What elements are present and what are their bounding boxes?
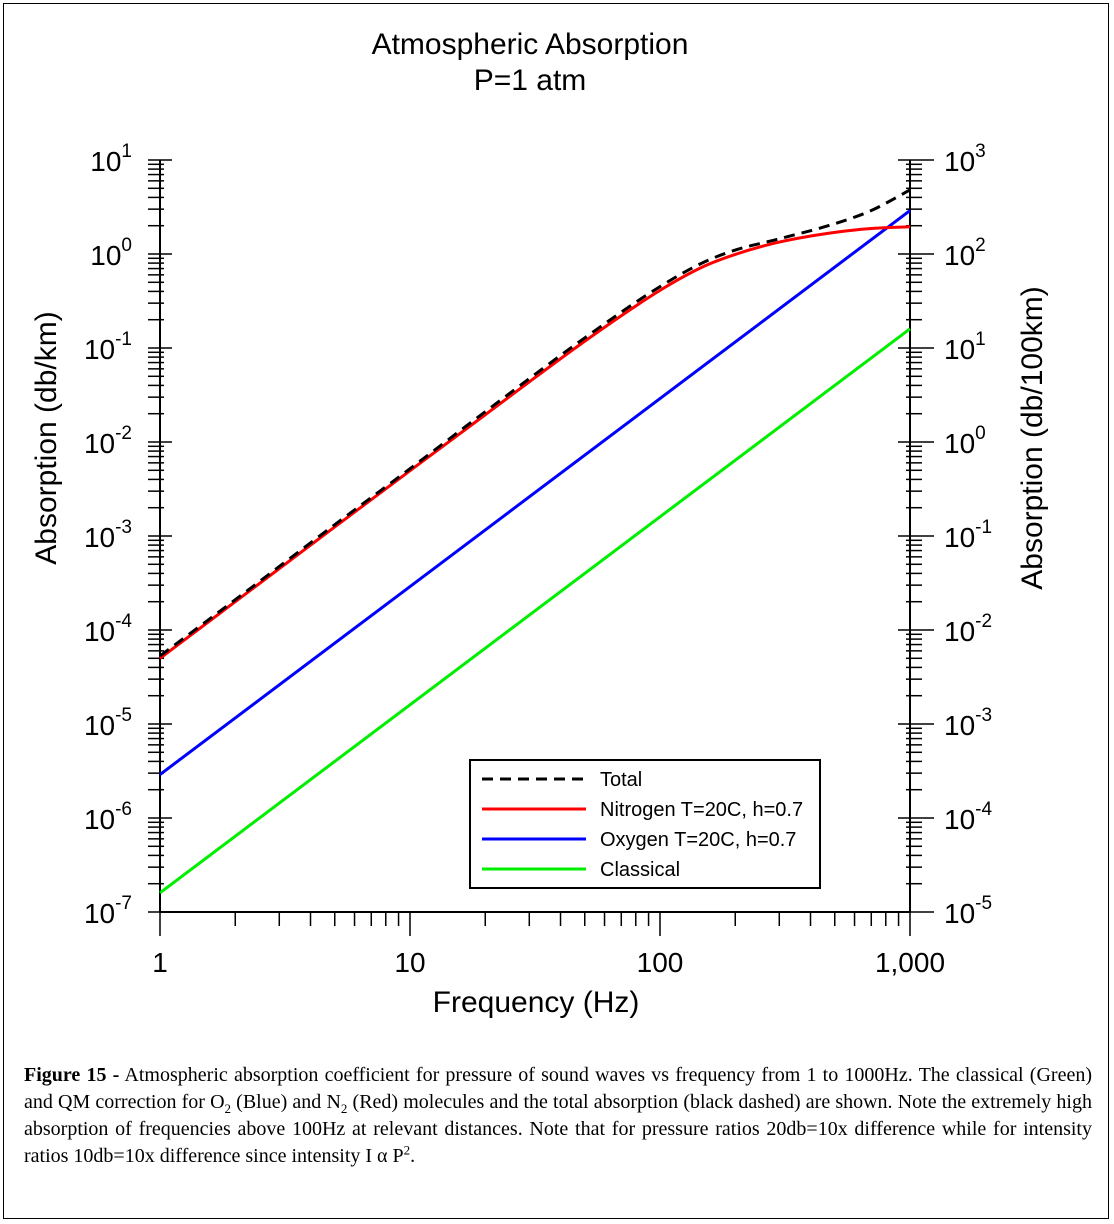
caption-p-sup: 2 [403,1142,411,1158]
caption-text-3: (Red) molecules and the total absorption… [24,1091,1092,1167]
y-tick-label: 100 [90,235,132,271]
figure-caption: Figure 15 - Atmospheric absorption coeff… [24,1062,1092,1170]
chart-title: Atmospheric Absorption [372,28,689,61]
caption-label: Figure 15 - [24,1064,120,1086]
y-tick-label: 10-5 [84,705,132,741]
x-tick-label: 100 [637,947,684,978]
caption-text-4: . [410,1145,416,1167]
caption-text-1: Atmospheric absorption coefficient for p… [24,1064,1092,1113]
caption-n2-sub: 2 [340,1101,348,1116]
plot-area [159,188,911,895]
figure-frame [3,3,1109,1219]
y2-tick-label: 10-1 [944,517,992,553]
x-tick-label: 10 [394,947,425,978]
caption-o2-sub: 2 [224,1101,232,1116]
y-tick-label: 10-4 [84,611,132,647]
y2-tick-label: 103 [944,141,986,177]
series-line-2 [159,209,911,776]
legend-label-2: Oxygen T=20C, h=0.7 [600,829,796,851]
caption-text-2: (Blue) and [231,1091,327,1113]
y2-tick-label: 10-2 [944,611,992,647]
y2-tick-label: 101 [944,329,986,365]
y-tick-label: 10-3 [84,517,132,553]
x-tick-label: 1 [152,947,168,978]
y-tick-label: 101 [90,141,132,177]
caption-p: P [392,1145,404,1167]
chart-subtitle: P=1 atm [474,64,587,97]
y-axis-label: Absorption (db/km) [30,311,63,564]
x-tick-label: 1,000 [875,947,945,978]
series-line-0 [159,188,911,658]
y-tick-label: 10-1 [84,329,132,365]
y2-axis-label: Absorption (db/100km) [1016,286,1049,590]
y-tick-label: 10-6 [84,799,132,835]
y2-tick-label: 10-4 [944,799,992,835]
legend-label-3: Classical [600,859,680,881]
legend-label-0: Total [600,769,642,791]
y-tick-label: 10-7 [84,893,132,929]
x-axis-label: Frequency (Hz) [433,986,640,1019]
y2-tick-label: 102 [944,235,986,271]
legend-label-1: Nitrogen T=20C, h=0.7 [600,799,803,821]
series-line-1 [159,225,911,660]
series-line-3 [159,327,911,895]
axes: 10-7 10-5 10-6 10-4 10-5 10-3 10-4 10-2 10-3 10-1… [84,141,993,978]
absorption-chart: Atmospheric Absorption P=1 atm 10-7 10-51… [30,28,1049,1019]
legend-box [469,759,821,889]
y2-tick-label: 100 [944,423,986,459]
y-tick-label: 10-2 [84,423,132,459]
caption-o2: O [210,1091,225,1113]
caption-n2: N [326,1091,341,1113]
y2-tick-label: 10-3 [944,705,992,741]
y2-tick-label: 10-5 [944,893,992,929]
legend: Total Nitrogen T=20C, h=0.7 Oxygen T=20C, … [469,759,821,889]
